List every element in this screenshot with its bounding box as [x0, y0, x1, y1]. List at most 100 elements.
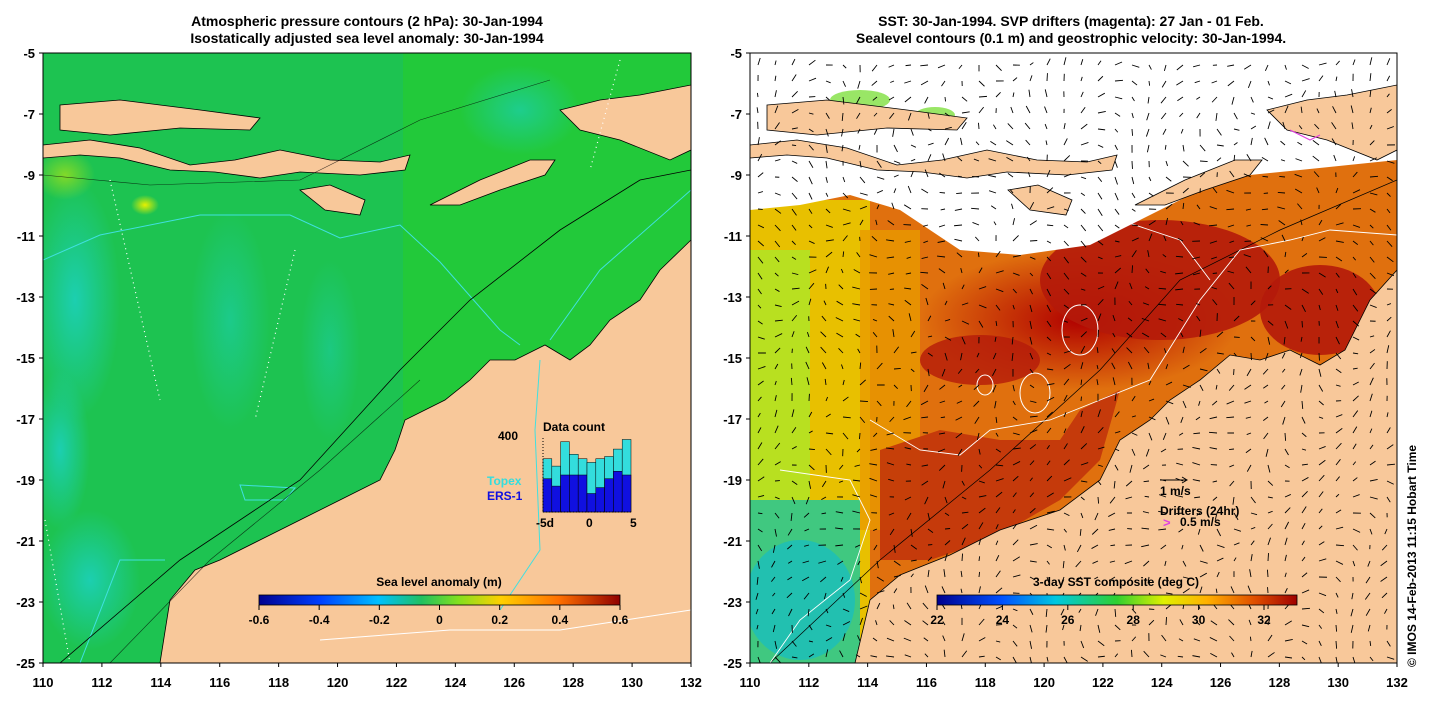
velocity-arrow: [1132, 129, 1133, 136]
left-lon-tick-118: 118: [268, 675, 289, 690]
right-lon-tick-116: 116: [916, 675, 937, 690]
sla-colorbar-tick-0.4: 0.4: [551, 613, 568, 627]
left-lat-tick--13: -13: [16, 290, 35, 305]
velocity-arrow: [1267, 570, 1268, 577]
sla-colorbar-tick-0.2: 0.2: [491, 613, 508, 627]
velocity-arrow: [956, 193, 962, 194]
histogram-ers1-bar: [578, 475, 587, 512]
right-title-line2: Sealevel contours (0.1 m) and geostrophi…: [856, 30, 1286, 46]
inset-xtick-mid: 0: [586, 516, 593, 530]
left-lon-tick-120: 120: [327, 675, 349, 690]
left-lat-tick--9: -9: [23, 168, 35, 183]
right-lon-tick-124: 124: [1151, 675, 1173, 690]
velocity-arrow: [1149, 81, 1150, 86]
velocity-arrow: [978, 123, 979, 129]
velocity-arrow: [971, 208, 979, 209]
velocity-arrow: [859, 433, 860, 439]
left-title-line1: Atmospheric pressure contours (2 hPa): 3…: [191, 13, 543, 29]
velocity-arrow: [1250, 637, 1251, 641]
velocity-arrow: [894, 368, 901, 369]
velocity-arrow: [1200, 161, 1208, 162]
velocity-arrow: [1336, 641, 1337, 649]
sst-colorbar-tick-28: 28: [1127, 613, 1141, 627]
velocity-arrow: [1110, 545, 1115, 546]
velocity-arrow: [809, 449, 815, 450]
velocity-arrow: [1166, 617, 1167, 625]
sla-colorbar-tick-0.6: 0.6: [612, 613, 629, 627]
right-lat-tick--11: -11: [724, 229, 742, 244]
right-lat-tick--25: -25: [723, 656, 742, 671]
sst-colorbar-tick-26: 26: [1061, 613, 1075, 627]
right-lat-tick--21: -21: [723, 534, 742, 549]
left-lon-tick-112: 112: [91, 675, 112, 690]
inset-legend-ers1: ERS-1: [487, 489, 523, 503]
right-lat-tick--15: -15: [723, 351, 742, 366]
histogram-ers1-bar: [605, 479, 614, 512]
velocity-arrow: [979, 556, 980, 561]
left-lon-tick-114: 114: [150, 675, 172, 690]
right-lat-tick--5: -5: [730, 46, 742, 61]
right-lon-tick-112: 112: [798, 675, 819, 690]
left-lat-tick--25: -25: [16, 656, 35, 671]
velocity-arrow: [1319, 353, 1320, 361]
drifter-arrow-icon: >: [1163, 515, 1171, 530]
velocity-arrow: [906, 65, 911, 66]
inset-legend-topex: Topex: [487, 474, 522, 488]
histogram-ers1-bar: [569, 475, 578, 512]
left-lon-tick-130: 130: [621, 675, 643, 690]
velocity-arrow: [792, 145, 796, 146]
inset-ymax-label: 400: [498, 429, 518, 443]
velocity-arrow: [757, 93, 758, 97]
velocity-arrow: [1229, 449, 1234, 450]
velocity-arrow: [945, 528, 950, 529]
velocity-arrow: [1268, 553, 1269, 561]
left-lat-tick--15: -15: [16, 351, 35, 366]
right-lat-tick--7: -7: [730, 107, 742, 122]
histogram-ers1-bar: [543, 479, 552, 512]
left-lon-tick-128: 128: [562, 675, 584, 690]
left-lat-tick--23: -23: [16, 595, 35, 610]
sla-colorbar-tick--0.4: -0.4: [309, 613, 330, 627]
velocity-arrow: [1229, 257, 1234, 258]
right-lat-tick--13: -13: [723, 290, 742, 305]
right-lat-tick--17: -17: [723, 412, 742, 427]
left-lon-tick-132: 132: [680, 675, 702, 690]
velocity-arrow: [1279, 176, 1285, 177]
right-lon-tick-120: 120: [1033, 675, 1055, 690]
velocity-arrow: [945, 97, 946, 101]
sla-colorbar-label: Sea level anomaly (m): [376, 575, 501, 589]
inset-xtick-right: 5: [630, 516, 637, 530]
left-lon-tick-116: 116: [209, 675, 230, 690]
histogram-ers1-bar: [561, 475, 570, 512]
velocity-arrow: [1131, 650, 1132, 657]
sst-colorbar-tick-22: 22: [930, 613, 944, 627]
left-lon-tick-126: 126: [503, 675, 525, 690]
drifter-scale-label: 0.5 m/s: [1180, 515, 1221, 529]
histogram-ers1-bar: [587, 494, 596, 513]
sst-colorbar-label: 3-day SST composite (deg C): [1033, 575, 1199, 589]
right-lon-tick-128: 128: [1269, 675, 1291, 690]
right-lat-tick--23: -23: [723, 595, 742, 610]
sst-colorbar-tick-24: 24: [996, 613, 1010, 627]
right-lat-tick--9: -9: [730, 168, 742, 183]
right-lon-tick-132: 132: [1386, 675, 1408, 690]
left-lon-tick-110: 110: [33, 675, 54, 690]
velocity-arrow: [1098, 330, 1099, 337]
left-lat-tick--5: -5: [23, 46, 35, 61]
velocity-arrow: [972, 176, 979, 177]
left-lat-tick--11: -11: [17, 229, 35, 244]
sla-colorbar-tick--0.2: -0.2: [369, 613, 390, 627]
right-map-panel: SST: 30-Jan-1994. SVP drifters (magenta)…: [745, 13, 1397, 665]
left-map-panel: Atmospheric pressure contours (2 hPa): 3…: [30, 13, 691, 663]
velocity-arrow: [1278, 192, 1285, 193]
right-title-line1: SST: 30-Jan-1994. SVP drifters (magenta)…: [878, 13, 1264, 29]
velocity-arrow: [1132, 265, 1133, 273]
right-lon-tick-114: 114: [857, 675, 879, 690]
right-lon-tick-130: 130: [1327, 675, 1349, 690]
left-lon-tick-124: 124: [445, 675, 467, 690]
right-lon-tick-118: 118: [975, 675, 996, 690]
left-lat-tick--21: -21: [16, 534, 35, 549]
right-lon-tick-110: 110: [740, 675, 761, 690]
histogram-ers1-bar: [596, 488, 605, 512]
sla-colorbar-tick--0.6: -0.6: [249, 613, 270, 627]
